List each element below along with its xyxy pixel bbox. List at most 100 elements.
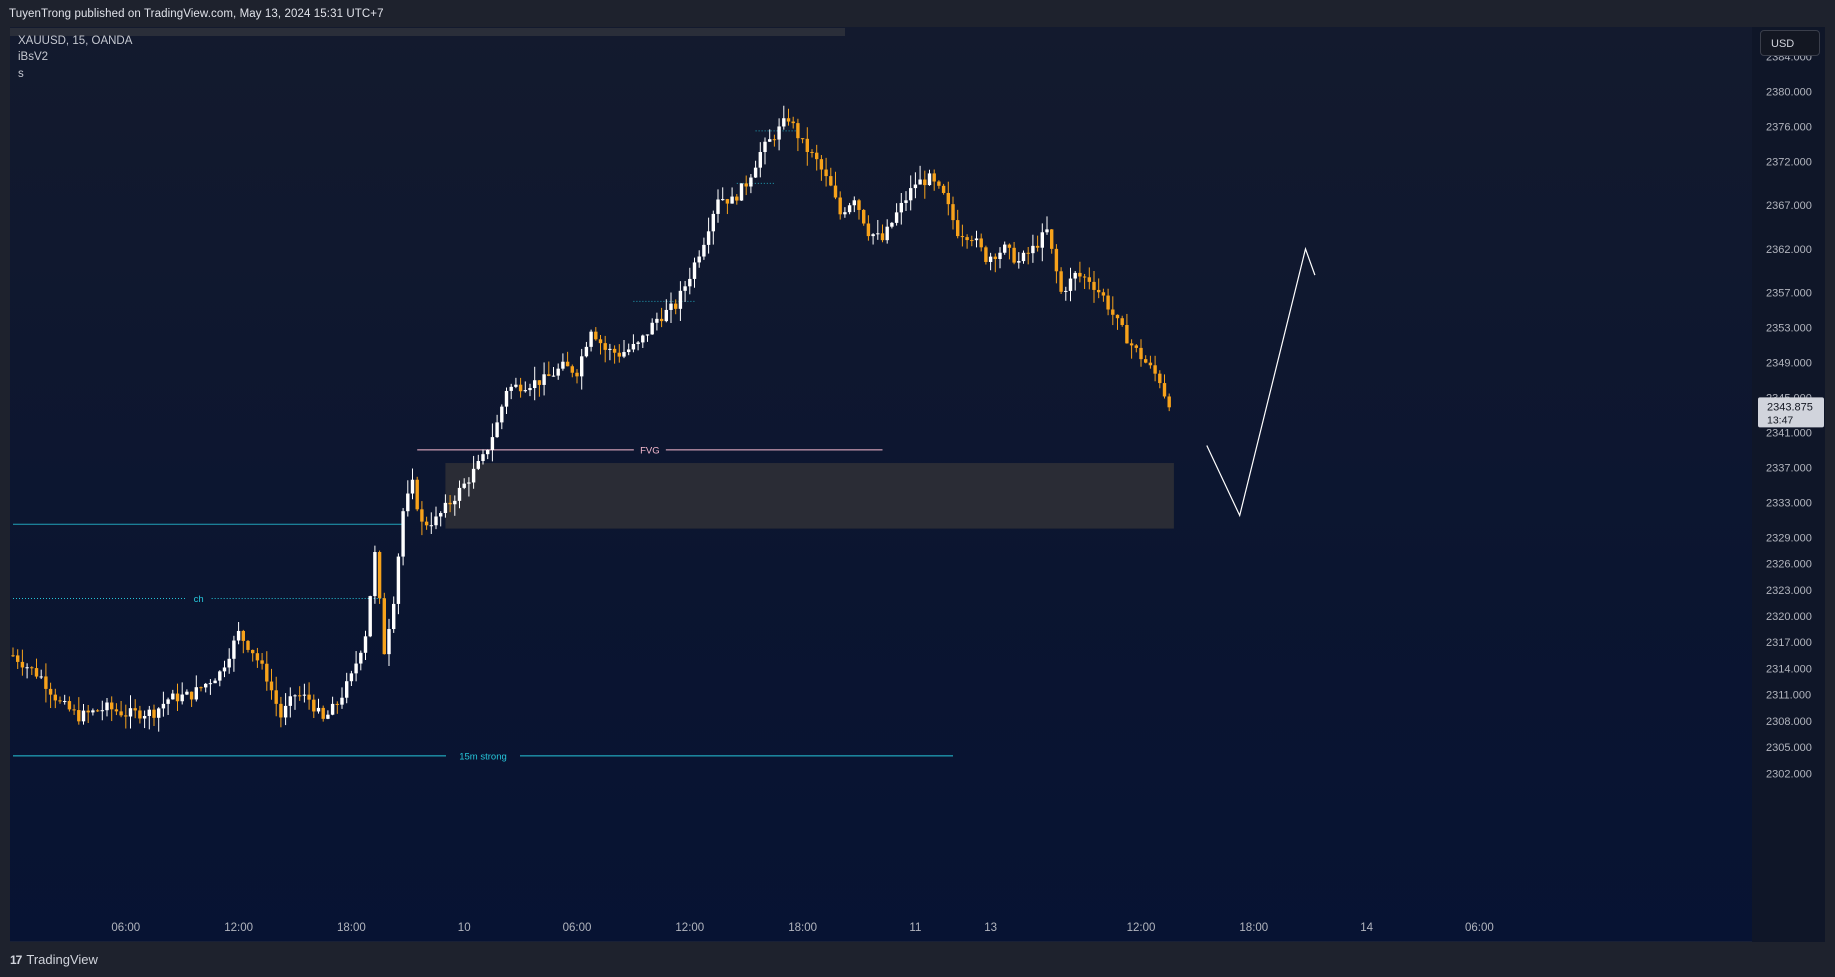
tradingview-logo-icon: 17 xyxy=(10,952,22,967)
candle-body xyxy=(307,694,311,700)
candle-body xyxy=(946,193,950,205)
candle-body xyxy=(514,384,518,387)
candle-body xyxy=(932,173,936,182)
candle-body xyxy=(758,152,762,168)
candle-body xyxy=(194,687,198,700)
candle-body xyxy=(612,348,617,353)
candle-body xyxy=(180,694,184,702)
price-chart[interactable]: FVG ch 15m strong 2302.000 2305.000 2308.000… xyxy=(10,27,1825,943)
x-tick-label: 12:00 xyxy=(224,922,253,934)
publish-header: TuyenTrong published on TradingView.com,… xyxy=(0,0,1835,27)
tradingview-brand[interactable]: 17 TradingView xyxy=(10,952,98,967)
candle-body xyxy=(293,695,297,697)
candle-body xyxy=(39,676,43,678)
y-tick-label: 2357.000 xyxy=(1766,288,1812,300)
candle-body xyxy=(866,223,871,237)
candle-body xyxy=(1064,290,1068,292)
chart-area[interactable]: FVG ch 15m strong 2302.000 2305.000 2308.000… xyxy=(10,27,1825,943)
candle-body xyxy=(1040,232,1044,248)
x-tick-label: 06:00 xyxy=(1465,922,1494,934)
candle-body xyxy=(265,663,269,682)
publish-title: TuyenTrong published on TradingView.com,… xyxy=(9,8,384,20)
y-tick-label: 2337.000 xyxy=(1766,462,1812,474)
x-tick-label: 18:00 xyxy=(788,922,817,934)
candle-body xyxy=(279,703,283,718)
candle-body xyxy=(392,603,396,630)
candle-body xyxy=(124,715,128,717)
candle-body xyxy=(269,681,274,691)
candle-body xyxy=(48,688,53,695)
candle-body xyxy=(298,695,302,697)
candle-body xyxy=(16,655,20,662)
candle-body xyxy=(429,525,433,527)
candle-body xyxy=(509,386,513,391)
candle-body xyxy=(171,693,175,700)
y-tick-label: 2326.000 xyxy=(1766,559,1812,571)
candle-body xyxy=(241,630,245,641)
y-tick-label: 2320.000 xyxy=(1766,611,1812,623)
candle-body xyxy=(782,118,786,127)
candle-body xyxy=(1035,245,1040,248)
candle-body xyxy=(749,177,753,187)
candle-body xyxy=(227,658,231,668)
candle-body xyxy=(913,184,918,189)
legend-extra[interactable]: s xyxy=(18,68,24,80)
candle-body xyxy=(396,556,401,604)
candle-body xyxy=(199,687,203,689)
candle-body xyxy=(683,286,687,291)
candle-body xyxy=(30,667,34,669)
legend-symbol[interactable]: XAUUSD, 15, OANDA xyxy=(18,35,133,47)
candle-body xyxy=(669,303,673,310)
candle-body xyxy=(204,683,208,688)
candle-body xyxy=(222,667,227,672)
candle-body xyxy=(1082,276,1087,278)
candle-body xyxy=(565,361,570,367)
candle-body xyxy=(810,151,814,153)
candle-body xyxy=(133,708,137,711)
legend-indicator[interactable]: iBsV2 xyxy=(18,51,49,63)
candle-body xyxy=(833,185,838,198)
y-tick-label: 2317.000 xyxy=(1766,637,1812,649)
candle-body xyxy=(655,318,659,323)
x-tick-label: 11 xyxy=(909,922,921,934)
candle-body xyxy=(890,222,894,227)
candle-body xyxy=(1087,277,1091,282)
candle-body xyxy=(721,199,725,201)
candle-body xyxy=(72,709,76,711)
candle-body xyxy=(744,183,748,187)
candle-body xyxy=(138,710,142,719)
candle-body xyxy=(20,661,25,668)
candle-body xyxy=(1021,252,1026,262)
candle-body xyxy=(692,262,697,279)
candle-body xyxy=(918,179,922,185)
candle-body xyxy=(406,493,410,512)
candle-body xyxy=(77,710,81,722)
candle-body xyxy=(523,390,527,392)
candle-body xyxy=(542,374,546,385)
price-axis xyxy=(1752,27,1825,942)
candle-body xyxy=(537,380,542,385)
y-tick-label: 2302.000 xyxy=(1766,768,1812,780)
candle-body xyxy=(1059,271,1063,292)
candle-body xyxy=(838,197,842,215)
candle-body xyxy=(486,449,490,455)
candle-body xyxy=(1007,244,1012,248)
candle-body xyxy=(956,220,960,237)
candle-body xyxy=(368,596,372,637)
candle-body xyxy=(359,652,363,664)
candle-body xyxy=(678,290,683,309)
candle-body xyxy=(547,374,551,376)
candle-body xyxy=(424,521,429,526)
candle-body xyxy=(1003,244,1007,253)
candle-body xyxy=(340,697,344,705)
candle-body xyxy=(434,516,438,526)
candle-body xyxy=(63,701,67,703)
candle-body xyxy=(283,705,288,718)
currency-button[interactable]: USD xyxy=(1760,30,1820,56)
candle-body xyxy=(843,212,847,215)
candle-body xyxy=(490,437,495,450)
candle-body xyxy=(1092,281,1096,290)
candle-body xyxy=(735,196,739,201)
candle-body xyxy=(815,152,819,160)
candle-body xyxy=(44,676,48,689)
